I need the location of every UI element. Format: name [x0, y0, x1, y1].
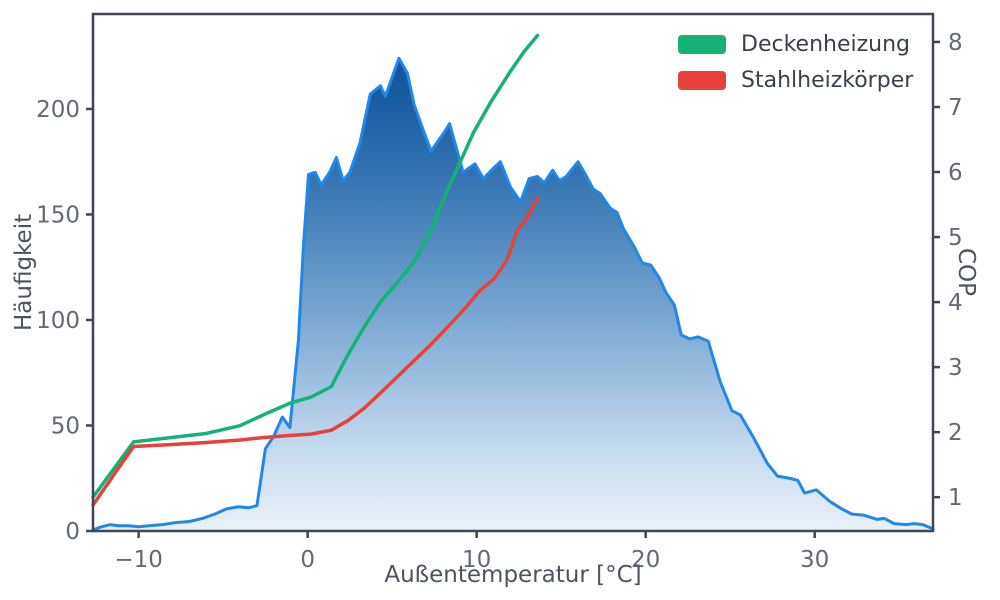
legend-swatch-deckenheizung [678, 35, 726, 54]
cop-line-deckenheizung [91, 33, 540, 499]
legend-swatch-stahlheizkoerper [678, 71, 726, 90]
x-tick-label: 10 [462, 547, 491, 573]
area-series-fill [93, 58, 933, 532]
cop-line-stahlheizkrper [91, 196, 540, 507]
y-left-tick-label: 100 [36, 308, 80, 334]
x-tick-label: 0 [300, 547, 315, 573]
y-right-tick-label: 3 [948, 355, 963, 381]
area-series-outline [91, 56, 935, 532]
legend-label-deckenheizung: Deckenheizung [741, 32, 910, 57]
y-left-tick-label: 200 [36, 97, 80, 123]
y-right-tick-label: 6 [948, 160, 963, 186]
y-right-tick-label: 7 [948, 95, 963, 121]
x-axis-label: Außentemperatur [°C] [384, 562, 642, 588]
y-left-tick-label: 0 [65, 519, 80, 545]
y-right-tick-label: 8 [948, 30, 963, 56]
y-right-tick-label: 2 [948, 420, 963, 446]
y-right-tick-label: 1 [948, 485, 963, 511]
y-right-tick-label: 5 [948, 225, 963, 251]
y-axis-left-label: Häufigkeit [11, 213, 37, 332]
x-tick-label: −10 [114, 547, 163, 573]
legend-item-deckenheizung: Deckenheizung [678, 32, 913, 57]
legend-label-stahlheizkoerper: Stahlheizkörper [741, 68, 914, 93]
plot-frame [91, 12, 935, 533]
legend-item-stahlheizkoerper: Stahlheizkörper [678, 68, 913, 93]
y-right-tick-label: 4 [948, 290, 963, 316]
x-tick-label: 20 [631, 547, 660, 573]
y-left-tick-label: 50 [51, 413, 80, 439]
y-axis-right-label: COP [953, 248, 979, 297]
x-tick-label: 30 [800, 547, 829, 573]
legend: Deckenheizung Stahlheizkörper [678, 32, 914, 93]
y-left-tick-label: 150 [36, 202, 80, 228]
